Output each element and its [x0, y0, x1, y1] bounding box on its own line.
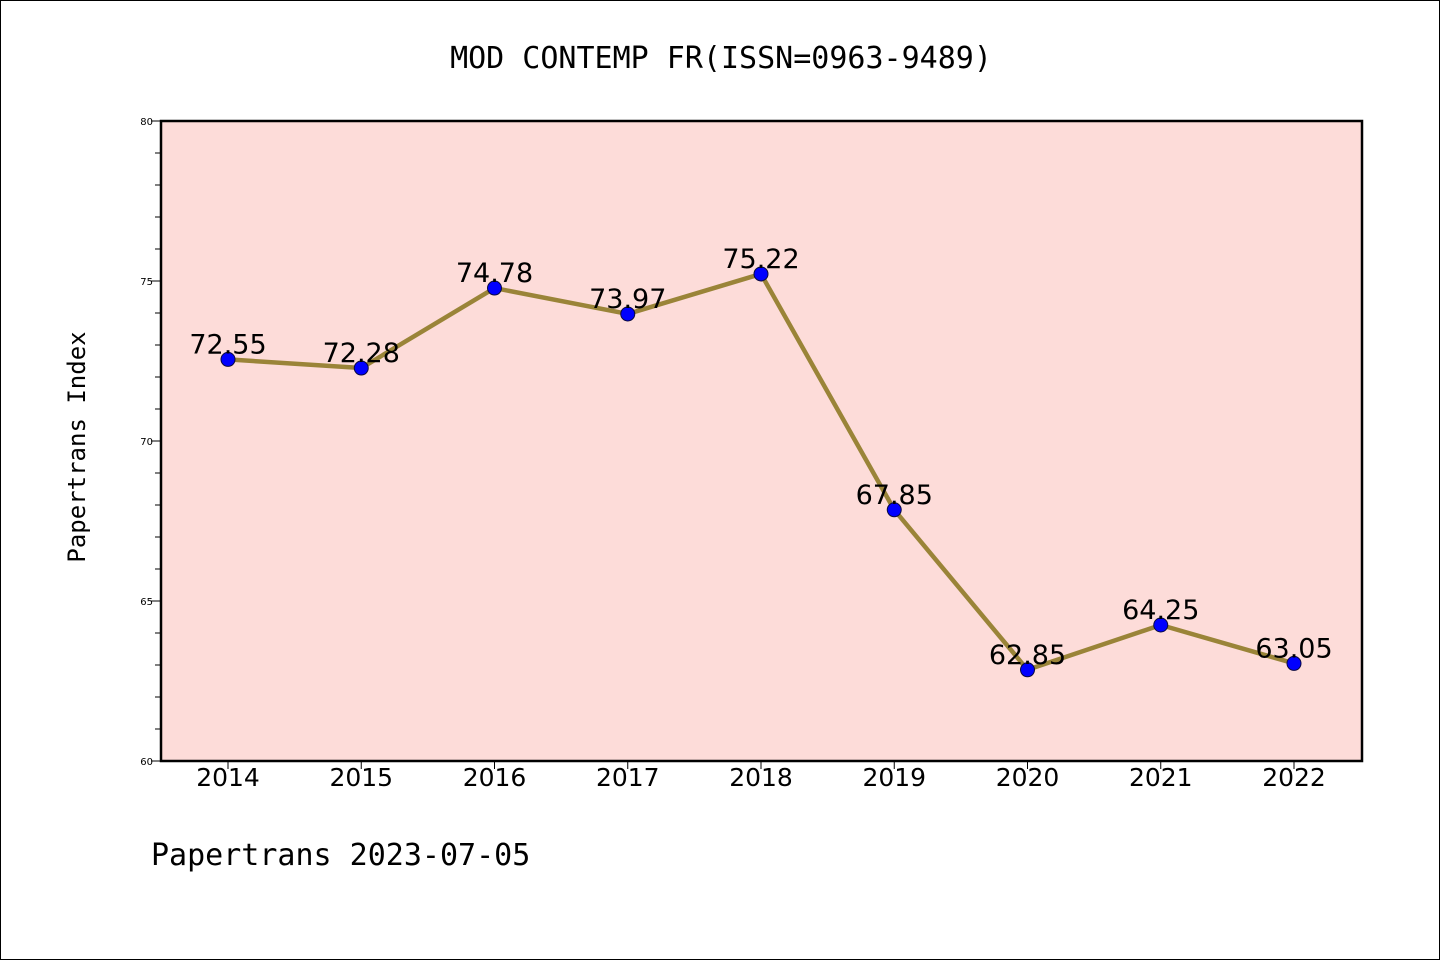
data-labels: 72.55 72.28 74.78 73.97 75.22 67.85 62.85 64.25… [189, 244, 1332, 671]
x-axis: 2014 2015 2016 2017 2018 2019 2020 2021 2022 [196, 761, 1326, 792]
x-tick-label: 2016 [463, 763, 527, 792]
data-point [487, 280, 502, 296]
data-label: 64.25 [1122, 595, 1199, 626]
y-tick-label: 80 [140, 117, 153, 128]
chart-title: MOD CONTEMP FR(ISSN=0963-9489) [450, 41, 992, 76]
data-point [220, 351, 236, 367]
x-tick-label: 2017 [596, 763, 660, 792]
x-tick-label: 2019 [862, 763, 926, 792]
data-point [620, 306, 636, 322]
data-label: 75.22 [722, 244, 799, 275]
data-label: 72.28 [323, 338, 400, 369]
data-label: 63.05 [1255, 633, 1332, 664]
y-axis-label: Papertrans Index [63, 331, 91, 562]
series [220, 266, 1302, 678]
data-point [753, 266, 769, 282]
footer-text: Papertrans 2023-07-05 [151, 838, 530, 873]
data-label: 73.97 [589, 284, 666, 315]
data-label: 67.85 [856, 480, 933, 511]
y-tick-label: 60 [140, 757, 153, 768]
x-tick-label: 2020 [996, 763, 1060, 792]
y-tick-label: 70 [140, 437, 153, 448]
data-label: 72.55 [189, 329, 266, 360]
y-tick-label: 75 [140, 277, 153, 288]
data-point [1286, 655, 1302, 671]
x-tick-label: 2022 [1262, 763, 1326, 792]
data-point [886, 502, 902, 518]
plot-area [159, 119, 1364, 763]
x-tick-label: 2014 [196, 763, 260, 792]
data-point [353, 360, 369, 376]
data-label: 62.85 [989, 640, 1066, 671]
data-label: 74.78 [456, 258, 533, 289]
x-tick-label: 2015 [329, 763, 393, 792]
x-tick-label: 2021 [1129, 763, 1193, 792]
x-tick-label: 2018 [729, 763, 793, 792]
y-tick-label: 65 [140, 597, 153, 608]
data-point [1153, 617, 1169, 633]
data-point [1020, 662, 1035, 678]
y-axis: 60 65 70 75 80 [140, 117, 161, 768]
